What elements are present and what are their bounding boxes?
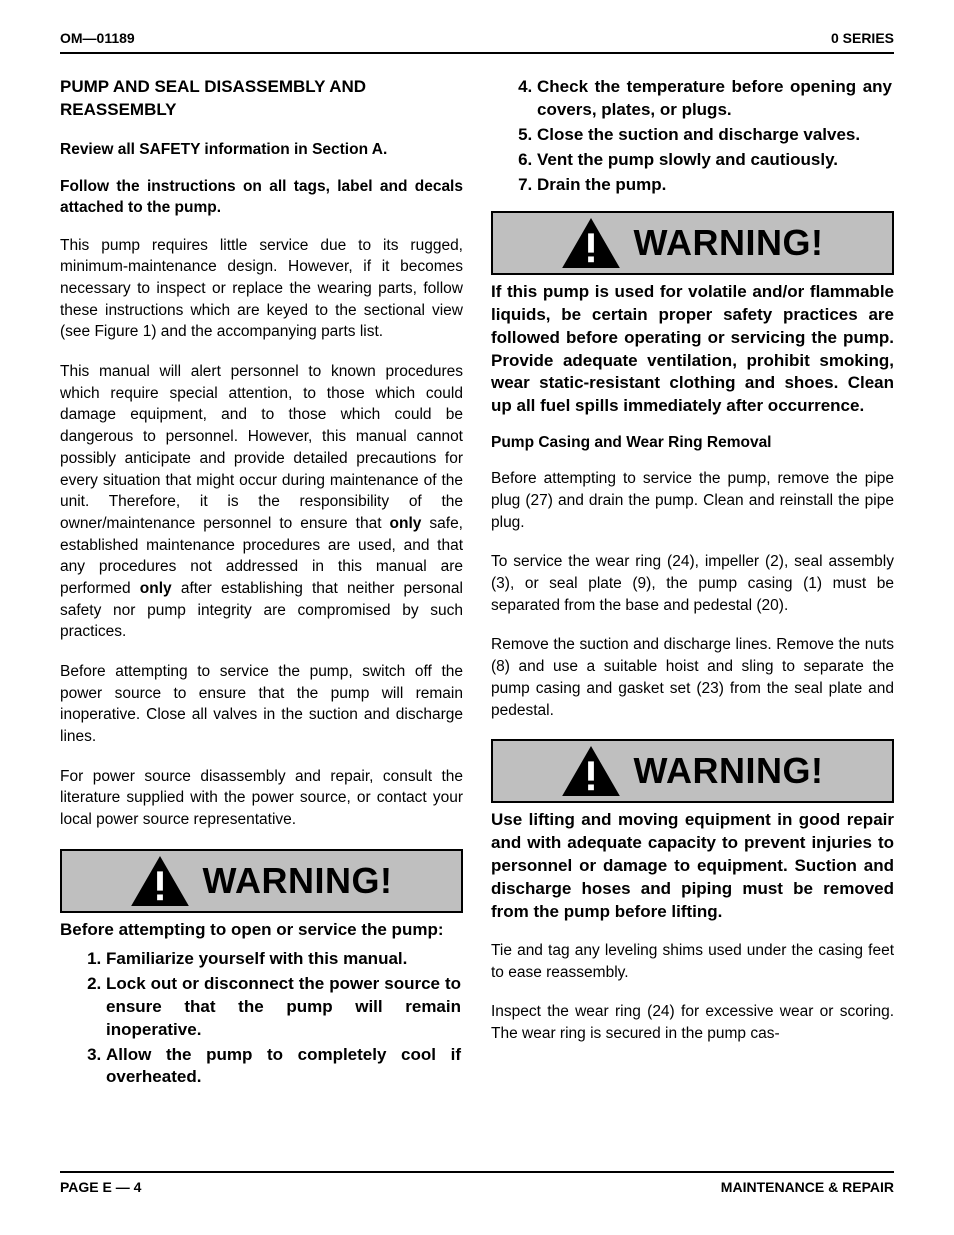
warning-triangle-icon (562, 746, 620, 796)
warning-box: WARNING! (60, 849, 463, 913)
body-paragraph: Before attempting to service the pump, r… (491, 468, 894, 533)
list-item: Vent the pump slowly and cautiously. (537, 149, 894, 172)
body-paragraph: To service the wear ring (24), impeller … (491, 551, 894, 616)
list-item: Allow the pump to completely cool if ove… (106, 1044, 463, 1090)
warning-label: WARNING! (634, 750, 824, 792)
body-paragraph: Before attempting to service the pump, s… (60, 661, 463, 748)
warning-triangle-icon (131, 856, 189, 906)
follow-instructions-text: Follow the instructions on all tags, lab… (60, 177, 463, 219)
list-item: Check the temperature before opening any… (537, 76, 894, 122)
footer-rule: PAGE E — 4 MAINTENANCE & REPAIR (60, 1171, 894, 1195)
warning-paragraph: Use lifting and moving equipment in good… (491, 809, 894, 924)
header-left: OM—01189 (60, 30, 135, 46)
body-paragraph: This pump requires little service due to… (60, 235, 463, 343)
header-right: 0 SERIES (831, 30, 894, 46)
warning-lead-text: Before attempting to open or service the… (60, 919, 463, 942)
list-item: Close the suction and discharge valves. (537, 124, 894, 147)
body-paragraph: For power source disassembly and repair,… (60, 766, 463, 831)
warning-label: WARNING! (203, 860, 393, 902)
body-paragraph: This manual will alert personnel to know… (60, 361, 463, 643)
header-rule: OM—01189 0 SERIES (60, 30, 894, 54)
list-item: Drain the pump. (537, 174, 894, 197)
text-run: This manual will alert personnel to know… (60, 363, 463, 532)
content-columns: PUMP AND SEAL DISASSEMBLY AND REASSEMBLY… (60, 76, 894, 1103)
warning-paragraph: If this pump is used for volatile and/or… (491, 281, 894, 419)
list-item: Familiarize yourself with this manual. (106, 948, 463, 971)
warning-box: WARNING! (491, 211, 894, 275)
warning-label: WARNING! (634, 222, 824, 264)
section-heading: PUMP AND SEAL DISASSEMBLY AND REASSEMBLY (60, 76, 463, 122)
body-paragraph: Inspect the wear ring (24) for excessive… (491, 1001, 894, 1044)
review-safety-text: Review all SAFETY information in Section… (60, 140, 463, 161)
list-item: Lock out or disconnect the power source … (106, 973, 463, 1042)
bold-only: only (390, 515, 422, 532)
warning-steps-list: Familiarize yourself with this manual. L… (60, 948, 463, 1090)
warning-steps-list-cont: Check the temperature before opening any… (491, 76, 894, 197)
body-paragraph: Tie and tag any leveling shims used unde… (491, 940, 894, 983)
footer-right: MAINTENANCE & REPAIR (721, 1179, 894, 1195)
body-paragraph: Remove the suction and discharge lines. … (491, 634, 894, 721)
bold-only: only (140, 580, 172, 597)
footer-left: PAGE E — 4 (60, 1179, 141, 1195)
warning-triangle-icon (562, 218, 620, 268)
right-column: Check the temperature before opening any… (491, 76, 894, 1103)
warning-box: WARNING! (491, 739, 894, 803)
sub-heading: Pump Casing and Wear Ring Removal (491, 434, 894, 452)
left-column: PUMP AND SEAL DISASSEMBLY AND REASSEMBLY… (60, 76, 463, 1103)
